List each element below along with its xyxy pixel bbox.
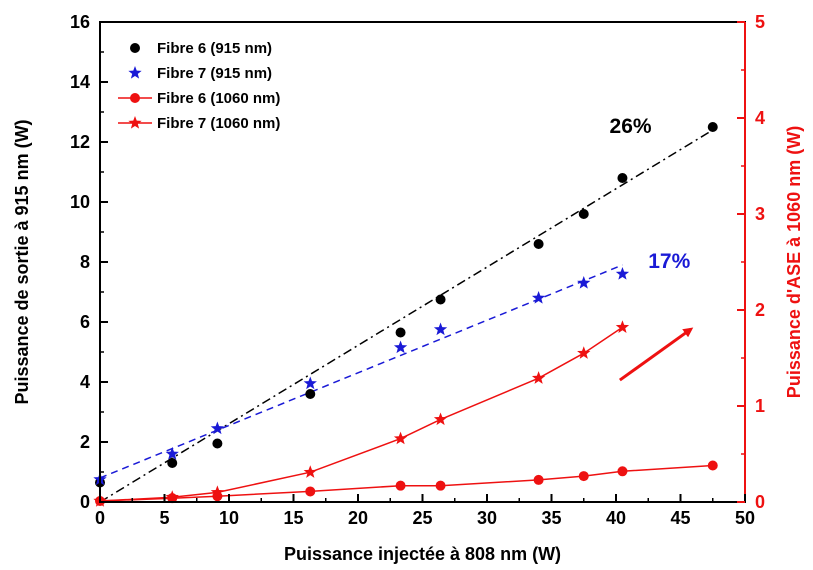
- x-axis: 0 5 10 15 20 25 30 35 40 45 50: [95, 494, 755, 528]
- x-tick-label: 45: [670, 508, 690, 528]
- data-point: [531, 291, 546, 304]
- data-point: [707, 122, 718, 132]
- data-point: [435, 294, 446, 305]
- legend-label: Fibre 6 (1060 nm): [157, 90, 280, 107]
- series-layer: [93, 122, 718, 507]
- data-point: [533, 474, 544, 485]
- data-point: [165, 447, 179, 460]
- y-left-tick-label: 10: [70, 192, 90, 212]
- data-point: [393, 431, 408, 445]
- data-point: [305, 486, 316, 497]
- data-point: [393, 340, 408, 354]
- legend-item-2: Fibre 6 (1060 nm): [118, 90, 280, 107]
- y-left-tick-label: 4: [80, 372, 90, 392]
- legend-label: Fibre 7 (915 nm): [157, 65, 272, 82]
- x-tick-label: 25: [412, 508, 432, 528]
- y-right-tick-label: 5: [755, 12, 765, 32]
- data-point: [210, 485, 225, 499]
- y-left-tick-label: 12: [70, 132, 90, 152]
- fit-lines: [99, 129, 714, 503]
- x-axis-title: Puissance injectée à 808 nm (W): [284, 544, 561, 564]
- series-2: [95, 460, 718, 507]
- series-3: [93, 320, 630, 507]
- y-left-tick-label: 16: [70, 12, 90, 32]
- annotation-26-percent: 26%: [610, 115, 652, 138]
- series-0: [95, 122, 718, 488]
- legend-item-1: Fibre 7 (915 nm): [128, 65, 272, 82]
- legend-label: Fibre 7 (1060 nm): [157, 115, 280, 132]
- annotation-layer: 26% 17%: [610, 115, 694, 382]
- data-point: [617, 173, 628, 183]
- data-point: [533, 239, 544, 249]
- y-right-tick-label: 0: [755, 492, 765, 512]
- data-point: [435, 480, 446, 491]
- series-line: [99, 326, 623, 502]
- data-point: [167, 458, 178, 468]
- data-point: [617, 466, 628, 477]
- data-point: [577, 276, 591, 289]
- x-tick-label: 50: [735, 508, 755, 528]
- data-point: [615, 267, 630, 280]
- data-point: [433, 412, 448, 426]
- x-tick-label: 5: [159, 508, 169, 528]
- legend-marker: [130, 43, 140, 53]
- data-point: [305, 389, 316, 399]
- legend-item-3: Fibre 7 (1060 nm): [118, 115, 280, 132]
- right-y-axis-title: Puissance d'ASE à 1060 nm (W): [784, 126, 804, 398]
- fit-line-0: [99, 129, 714, 503]
- y-right-tick-label: 3: [755, 204, 765, 224]
- data-point: [577, 346, 591, 359]
- data-point: [433, 322, 448, 336]
- legend-label: Fibre 6 (915 nm): [157, 40, 272, 57]
- y-left-tick-label: 8: [80, 252, 90, 272]
- legend: Fibre 6 (915 nm) Fibre 7 (915 nm) Fibre 6 …: [118, 40, 280, 132]
- data-point: [707, 460, 718, 471]
- y-left-tick-label: 2: [80, 432, 90, 452]
- y-left-tick-label: 6: [80, 312, 90, 332]
- y-right-tick-label: 1: [755, 396, 765, 416]
- x-tick-label: 10: [219, 508, 239, 528]
- left-y-axis: 0 2 4 6 8 10 12 14 16: [70, 12, 108, 512]
- right-y-axis: 0 1 2 3 4 5: [737, 12, 765, 512]
- red-arrow: [618, 327, 694, 382]
- data-point: [212, 438, 223, 449]
- x-tick-label: 15: [283, 508, 303, 528]
- fit-line-1: [99, 264, 623, 479]
- y-left-tick-label: 0: [80, 492, 90, 512]
- data-point: [395, 480, 406, 491]
- data-point: [303, 376, 317, 390]
- legend-item-0: Fibre 6 (915 nm): [130, 40, 272, 57]
- x-tick-label: 0: [95, 508, 105, 528]
- y-right-tick-label: 2: [755, 300, 765, 320]
- left-y-axis-title: Puissance de sortie à 915 nm (W): [12, 119, 32, 404]
- data-point: [615, 320, 630, 333]
- data-point: [578, 471, 589, 482]
- y-left-tick-label: 14: [70, 72, 90, 92]
- data-point: [578, 209, 589, 219]
- data-point: [303, 465, 317, 478]
- data-point: [531, 371, 546, 384]
- data-point: [165, 490, 179, 503]
- y-right-tick-label: 4: [755, 108, 765, 128]
- x-tick-label: 20: [348, 508, 368, 528]
- legend-marker: [130, 93, 140, 103]
- x-tick-label: 40: [606, 508, 626, 528]
- series-1: [93, 267, 630, 486]
- series-line: [99, 464, 713, 502]
- data-point: [395, 327, 406, 338]
- annotation-17-percent: 17%: [648, 250, 690, 273]
- data-point: [210, 421, 225, 435]
- legend-marker: [128, 116, 142, 129]
- x-tick-label: 35: [541, 508, 561, 528]
- legend-marker: [128, 66, 142, 79]
- x-tick-label: 30: [477, 508, 497, 528]
